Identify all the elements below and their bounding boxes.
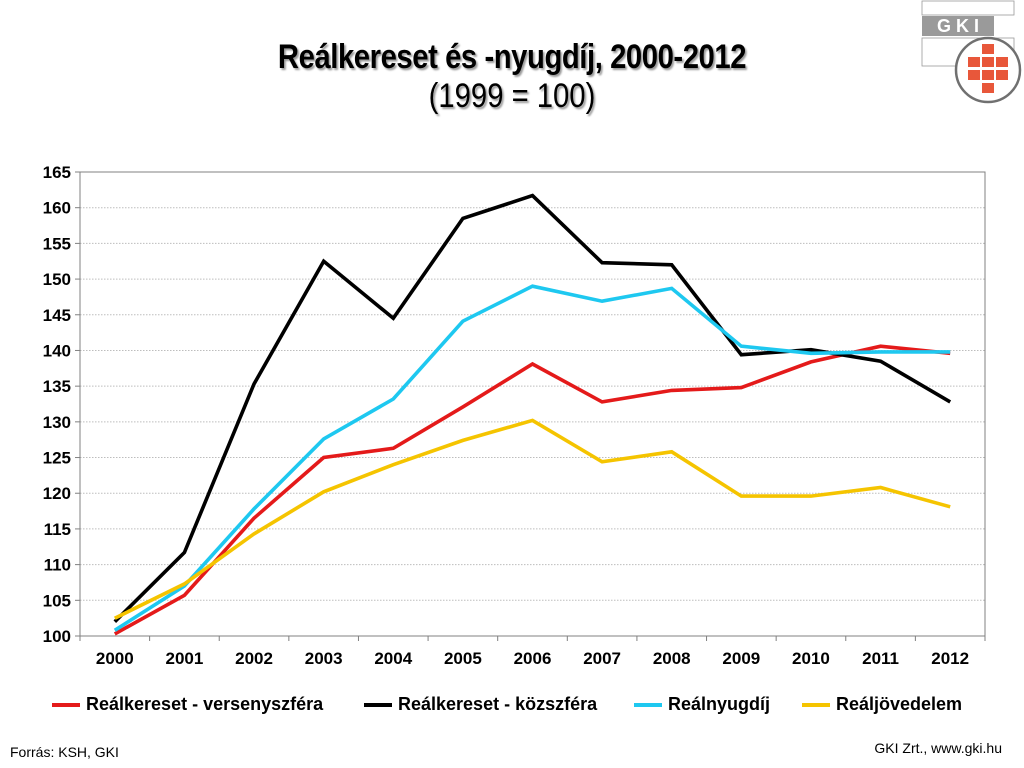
logo-letter-band	[922, 16, 994, 36]
legend-label-1: Reálkereset - közszféra	[398, 694, 598, 714]
y-tick-label-130: 130	[43, 413, 71, 432]
y-tick-label-110: 110	[44, 556, 71, 575]
plot-frame	[79, 171, 986, 637]
legend-swatch-3	[802, 702, 830, 707]
y-tick-label-100: 100	[43, 627, 71, 646]
legend-label-0: Reálkereset - versenyszféra	[86, 694, 324, 714]
y-tick-label-165: 165	[43, 163, 71, 182]
series-line-3	[114, 418, 951, 620]
x-tick-label-2006: 2006	[514, 649, 552, 668]
x-tick-label-2005: 2005	[444, 649, 482, 668]
line-chart: 100 105 110 115 120 125 130 135 140 145 150 155 160 1…	[43, 163, 986, 668]
x-tick-label-2003: 2003	[305, 649, 343, 668]
x-tick-label-2008: 2008	[653, 649, 691, 668]
x-tick-label-2010: 2010	[792, 649, 830, 668]
legend-item-2: Reálnyugdíj	[634, 694, 770, 715]
y-tick-label-155: 155	[43, 234, 71, 253]
legend-swatch-1	[364, 702, 392, 707]
legend-label-3: Reáljövedelem	[836, 694, 963, 714]
logo-cross	[968, 44, 1008, 93]
credit-note: GKI Zrt., www.gki.hu	[874, 740, 1002, 756]
legend-item-0: Reálkereset - versenyszféra	[52, 694, 323, 715]
x-tick-label-2000: 2000	[96, 649, 134, 668]
x-tick-label-2007: 2007	[583, 649, 621, 668]
y-tick-label-145: 145	[43, 306, 71, 325]
x-tick-label-2001: 2001	[166, 649, 204, 668]
series-line-1	[113, 193, 952, 623]
y-tick-label-150: 150	[43, 270, 71, 289]
logo-text: G K I	[937, 16, 979, 36]
series-line-0	[113, 344, 951, 636]
legend-swatch-2	[634, 702, 662, 707]
legend-item-3: Reáljövedelem	[802, 694, 962, 715]
y-tick-label-115: 115	[44, 520, 71, 539]
y-tick-label-135: 135	[43, 377, 71, 396]
y-tick-label-140: 140	[43, 341, 71, 360]
gki-logo: G K I	[921, 0, 1022, 104]
legend-swatch-0	[52, 702, 80, 707]
x-tick-label-2004: 2004	[374, 649, 412, 668]
chart-legend: Reálkereset - versenyszféra Reálkereset -…	[50, 694, 990, 720]
x-tick-label-2012: 2012	[931, 649, 969, 668]
title-block: Reálkereset és -nyugdíj, 2000-2012 (1999…	[0, 38, 1024, 116]
legend-label-2: Reálnyugdíj	[668, 694, 771, 714]
chart-title: Reálkereset és -nyugdíj, 2000-2012	[277, 38, 747, 76]
y-tick-label-120: 120	[43, 484, 71, 503]
x-tick-label-2002: 2002	[235, 649, 273, 668]
x-tick-label-2009: 2009	[722, 649, 760, 668]
y-tick-label-160: 160	[43, 199, 71, 218]
legend-item-1: Reálkereset - közszféra	[364, 694, 597, 715]
x-tick-label-2011: 2011	[862, 649, 899, 668]
series-line-2	[113, 284, 951, 632]
chart-subtitle: (1999 = 100)	[428, 77, 596, 115]
source-note: Forrás: KSH, GKI	[10, 744, 119, 760]
y-tick-label-125: 125	[43, 449, 71, 468]
y-tick-label-105: 105	[43, 591, 71, 610]
